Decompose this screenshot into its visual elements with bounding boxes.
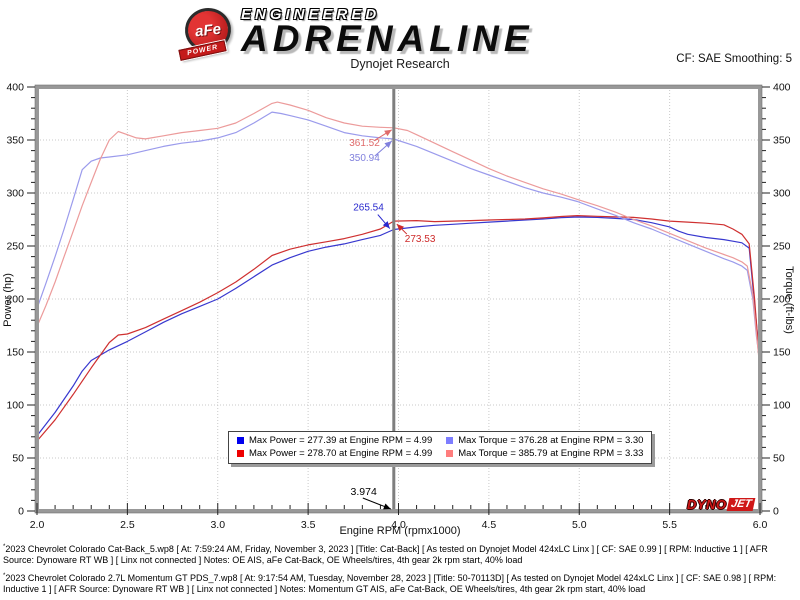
curve-torque-cat-back bbox=[36, 111, 761, 364]
footnote-marker: * bbox=[3, 544, 6, 550]
legend-swatch-torque-blue bbox=[446, 437, 454, 445]
curve-torque-momentum-gt bbox=[36, 101, 761, 371]
run-info-line-2: *2023 Chevrolet Colorado 2.7L Momentum G… bbox=[3, 573, 797, 594]
legend-item-power-blue: Max Power = 277.39 at Engine RPM = 4.99 bbox=[237, 435, 432, 447]
brand-wordmark: ENGINEERED ADRENALINE bbox=[241, 6, 534, 59]
footnote-marker: * bbox=[3, 573, 6, 580]
svg-text:4.5: 4.5 bbox=[482, 519, 497, 531]
legend-item-power-red: Max Power = 278.70 at Engine RPM = 4.99 bbox=[237, 448, 432, 460]
run-info-text: 2023 Chevrolet Colorado 2.7L Momentum GT… bbox=[3, 573, 777, 594]
gridlines bbox=[37, 87, 760, 511]
svg-text:200: 200 bbox=[6, 294, 24, 306]
svg-text:100: 100 bbox=[6, 400, 24, 412]
legend-swatch-torque-red bbox=[446, 450, 454, 458]
legend-swatch-power-red bbox=[237, 450, 244, 458]
svg-text:0: 0 bbox=[773, 506, 779, 518]
legend-item-torque-blue: Max Torque = 376.28 at Engine RPM = 3.30 bbox=[446, 435, 643, 447]
cursor-annotations: 361.52 350.94 265.54 273.53 bbox=[349, 138, 436, 245]
svg-text:350: 350 bbox=[6, 135, 24, 147]
dynojet-logo-jet: JET bbox=[726, 498, 756, 512]
svg-text:2.0: 2.0 bbox=[30, 519, 45, 531]
svg-text:350: 350 bbox=[773, 135, 791, 147]
svg-text:300: 300 bbox=[6, 188, 24, 200]
svg-text:3.5: 3.5 bbox=[301, 519, 316, 531]
svg-text:265.54: 265.54 bbox=[353, 203, 384, 214]
right-axis-title: Torque (ft-lbs) bbox=[783, 266, 795, 334]
svg-text:100: 100 bbox=[773, 400, 791, 412]
dyno-curves bbox=[36, 101, 761, 442]
left-axis-title: Power (hp) bbox=[2, 273, 14, 327]
brand-line-adrenaline: ADRENALINE bbox=[241, 18, 534, 59]
legend-label: Max Torque = 385.79 at Engine RPM = 3.33 bbox=[458, 447, 644, 459]
curve-power-momentum-gt bbox=[36, 215, 761, 442]
svg-text:150: 150 bbox=[773, 347, 791, 359]
run-info-text: 2023 Chevrolet Colorado Cat-Back_5.wp8 [… bbox=[3, 544, 768, 565]
legend-swatch-power-blue bbox=[237, 437, 244, 445]
svg-text:50: 50 bbox=[12, 453, 24, 465]
svg-text:50: 50 bbox=[773, 453, 785, 465]
afe-adrenaline-logo: aFe POWER ENGINEERED ADRENALINE bbox=[178, 5, 534, 61]
svg-text:400: 400 bbox=[773, 82, 791, 94]
svg-text:5.0: 5.0 bbox=[572, 519, 587, 531]
brand-line-engineered: ENGINEERED bbox=[241, 6, 381, 23]
legend: Max Power = 277.39 at Engine RPM = 4.99 … bbox=[228, 431, 653, 464]
svg-text:250: 250 bbox=[6, 241, 24, 253]
svg-text:361.52: 361.52 bbox=[349, 138, 380, 149]
svg-text:3.974: 3.974 bbox=[351, 486, 377, 498]
svg-text:3.0: 3.0 bbox=[210, 519, 225, 531]
axis-tick-labels: 2.0 2.5 3.0 3.5 4.0 4.5 5.0 5.5 6.0 0 0 50 50 100 100 1… bbox=[6, 82, 790, 532]
svg-text:273.53: 273.53 bbox=[405, 234, 436, 245]
smoothing-label: CF: SAE Smoothing: 5 bbox=[676, 53, 792, 65]
svg-text:0: 0 bbox=[18, 506, 24, 518]
svg-text:400: 400 bbox=[6, 82, 24, 94]
run-info-footer: *2023 Chevrolet Colorado Cat-Back_5.wp8 … bbox=[3, 544, 797, 594]
legend-label: Max Power = 278.70 at Engine RPM = 4.99 bbox=[249, 447, 433, 459]
run-info-line-1: *2023 Chevrolet Colorado Cat-Back_5.wp8 … bbox=[3, 544, 797, 565]
svg-text:6.0: 6.0 bbox=[753, 519, 768, 531]
svg-text:5.5: 5.5 bbox=[662, 519, 677, 531]
dynojet-logo-dyno: DYNO bbox=[687, 497, 727, 513]
svg-text:150: 150 bbox=[6, 347, 24, 359]
curve-power-cat-back bbox=[36, 216, 761, 437]
page-title: Dynojet Research bbox=[350, 57, 450, 71]
dynojet-logo: DYNO JET bbox=[687, 497, 756, 513]
legend-item-torque-red: Max Torque = 385.79 at Engine RPM = 3.33 bbox=[446, 448, 643, 460]
svg-text:300: 300 bbox=[773, 188, 791, 200]
x-axis-title: Engine RPM (rpmx1000) bbox=[339, 525, 461, 537]
svg-text:200: 200 bbox=[773, 294, 791, 306]
svg-text:250: 250 bbox=[773, 241, 791, 253]
legend-label: Max Power = 277.39 at Engine RPM = 4.99 bbox=[249, 435, 433, 446]
legend-label: Max Torque = 376.28 at Engine RPM = 3.30 bbox=[458, 435, 644, 446]
svg-text:4.0: 4.0 bbox=[391, 519, 406, 531]
svg-text:350.94: 350.94 bbox=[349, 153, 380, 164]
axis-ticks bbox=[27, 86, 770, 515]
svg-text:2.5: 2.5 bbox=[120, 519, 135, 531]
